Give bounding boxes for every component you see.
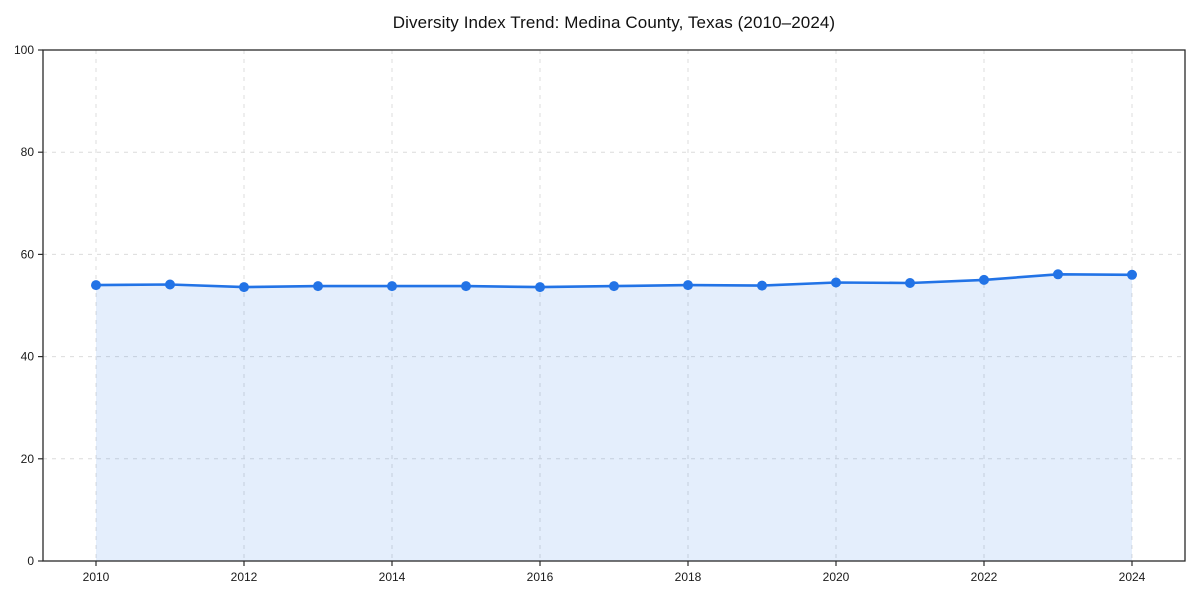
gridlines xyxy=(43,50,1185,561)
x-tick-label: 2020 xyxy=(823,570,850,584)
data-point xyxy=(683,280,693,291)
x-tick-label: 2024 xyxy=(1119,570,1146,584)
y-tick-label: 40 xyxy=(21,350,35,364)
x-tick-label: 2016 xyxy=(527,570,554,584)
data-point xyxy=(239,282,249,293)
data-point xyxy=(1127,269,1137,280)
x-tick-label: 2014 xyxy=(379,570,406,584)
data-point xyxy=(91,280,101,291)
x-tick-label: 2022 xyxy=(971,570,998,584)
y-tick-label: 0 xyxy=(27,554,34,568)
axes-labels: 2010 2012 2014 2016 2018 2020 2022 2024 0 20 40 60 8… xyxy=(14,43,1146,584)
data-point xyxy=(461,281,471,292)
chart-title: Diversity Index Trend: Medina County, Te… xyxy=(392,13,836,32)
x-tick-label: 2012 xyxy=(231,570,258,584)
x-tick-label: 2018 xyxy=(675,570,702,584)
y-tick-label: 80 xyxy=(21,145,35,159)
data-point xyxy=(905,278,915,288)
data-point xyxy=(979,274,989,285)
data-point xyxy=(313,281,323,292)
plot-frame xyxy=(42,49,1186,562)
area-fill xyxy=(96,274,1132,561)
data-point xyxy=(757,280,767,291)
data-point xyxy=(165,279,175,290)
y-tick-label: 100 xyxy=(14,43,34,57)
data-points xyxy=(91,269,1137,293)
x-tick-label: 2010 xyxy=(83,570,110,584)
data-point xyxy=(609,281,619,292)
y-tick-label: 20 xyxy=(21,452,35,466)
data-point xyxy=(387,281,397,292)
data-point xyxy=(831,277,841,288)
y-tick-label: 60 xyxy=(21,247,35,261)
data-point xyxy=(535,282,545,293)
data-point xyxy=(1053,269,1063,280)
